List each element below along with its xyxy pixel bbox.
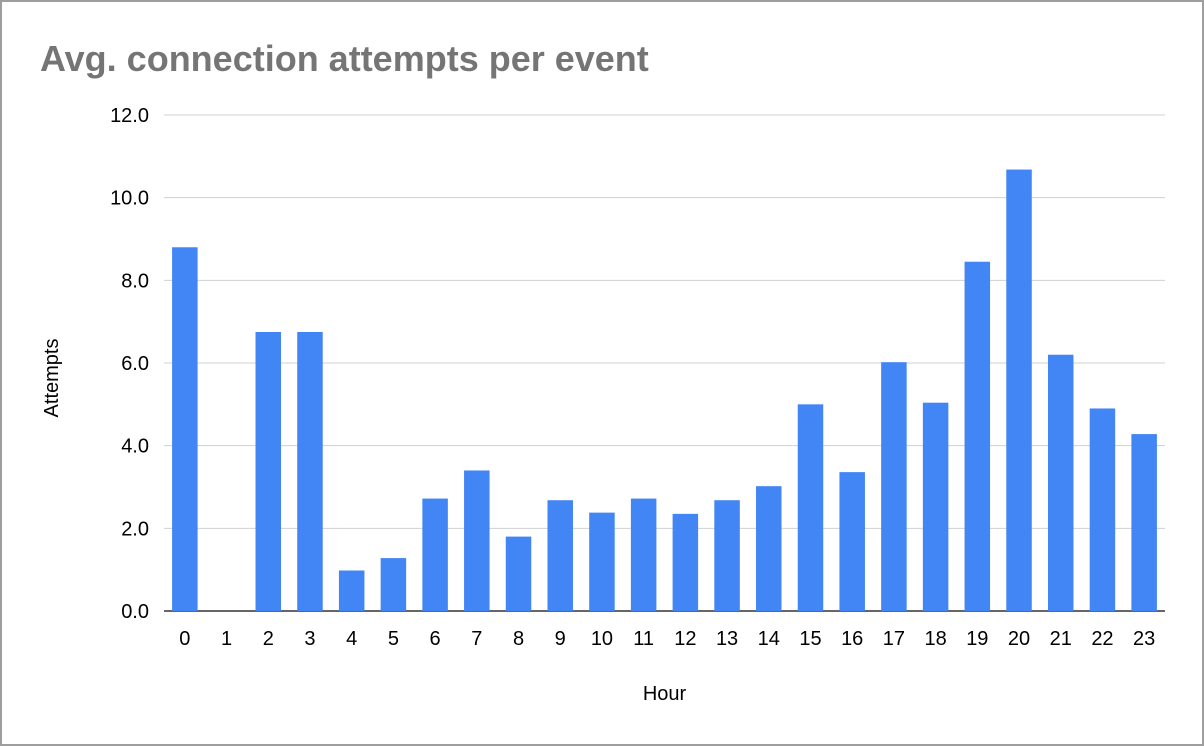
x-tick-labels: 0 1 2 3 4 5 6 7 8 9 10 11 12 13 14 15 16 17 18 19 20 21 22 23 (179, 628, 1155, 650)
x-tick-label: 22 (1091, 628, 1113, 650)
chart-title: Avg. connection attempts per event (40, 38, 649, 79)
bar-hour-17 (881, 362, 907, 611)
bar-hour-2 (255, 332, 282, 611)
x-tick-label: 12 (674, 628, 696, 650)
y-tick-label: 8.0 (121, 270, 149, 292)
bar-hour-8 (505, 536, 532, 611)
x-tick-label: 19 (966, 628, 988, 650)
x-tick-label: 21 (1050, 628, 1072, 650)
x-tick-label: 0 (179, 628, 190, 650)
bar-hour-12 (672, 513, 699, 611)
bar-hour-11 (630, 498, 657, 611)
x-tick-label: 13 (716, 628, 738, 650)
y-tick-label: 2.0 (121, 518, 149, 540)
x-tick-label: 3 (304, 628, 315, 650)
bar-hour-21 (1047, 354, 1074, 611)
x-tick-label: 23 (1133, 628, 1155, 650)
x-tick-label: 6 (430, 628, 441, 650)
x-tick-label: 17 (883, 628, 905, 650)
bar-hour-16 (839, 472, 865, 611)
bar-hour-3 (297, 332, 323, 611)
y-tick-labels: 0.0 2.0 4.0 6.0 8.0 10.0 12.0 (110, 105, 149, 623)
bar-hour-23 (1131, 434, 1157, 611)
bar-hour-9 (547, 500, 573, 611)
y-tick-label: 6.0 (121, 353, 149, 375)
x-tick-label: 1 (221, 628, 232, 650)
x-tick-label: 11 (633, 628, 654, 650)
x-tick-label: 16 (841, 628, 863, 650)
y-axis-title: Attempts (41, 339, 63, 418)
y-tick-label: 0.0 (121, 601, 149, 623)
x-tick-label: 15 (799, 628, 821, 650)
bar-hour-10 (589, 512, 615, 611)
bar-hour-13 (714, 500, 740, 611)
x-tick-label: 5 (388, 628, 399, 650)
y-tick-label: 10.0 (110, 188, 149, 210)
gridlines (164, 114, 1165, 612)
bar-hour-14 (756, 486, 782, 611)
x-axis-title: Hour (643, 683, 687, 705)
bar-hour-5 (380, 558, 407, 611)
x-tick-label: 9 (555, 628, 566, 650)
bar-hour-15 (797, 404, 824, 611)
x-tick-label: 20 (1008, 628, 1030, 650)
bars (172, 169, 1157, 611)
x-tick-label: 14 (758, 628, 780, 650)
x-tick-label: 2 (263, 628, 274, 650)
bar-hour-19 (964, 261, 991, 611)
y-tick-label: 4.0 (121, 436, 149, 458)
x-tick-label: 8 (513, 628, 524, 650)
x-tick-label: 18 (924, 628, 946, 650)
y-tick-label: 12.0 (110, 105, 149, 127)
bar-hour-0 (172, 247, 198, 611)
x-tick-label: 10 (591, 628, 613, 650)
x-tick-label: 7 (471, 628, 482, 650)
bar-hour-20 (1006, 169, 1032, 611)
bar-hour-22 (1089, 408, 1116, 611)
bar-hour-6 (422, 498, 448, 611)
bar-hour-18 (922, 402, 949, 611)
x-tick-label: 4 (346, 628, 357, 650)
bar-hour-7 (464, 470, 490, 611)
bar-hour-4 (338, 570, 365, 611)
